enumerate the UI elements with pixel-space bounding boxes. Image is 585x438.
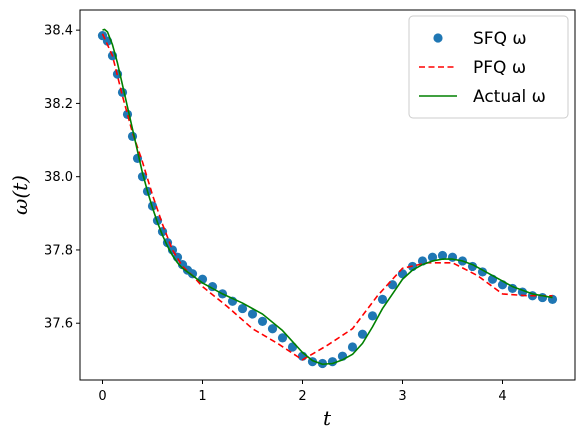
x-tick-label: 0 — [98, 389, 106, 404]
series-pfq-line — [101, 33, 553, 361]
legend: SFQ ω PFQ ω Actual ω — [408, 15, 569, 119]
legend-entry: Actual ω — [419, 87, 546, 107]
legend-marker — [433, 33, 443, 43]
plot-area — [97, 28, 558, 369]
axes-frame — [79, 9, 576, 381]
y-tick-label: 37.8 — [44, 243, 73, 258]
legend-label: SFQ ω — [473, 29, 527, 49]
sfq-point — [122, 109, 133, 120]
legend-label: Actual ω — [473, 87, 546, 107]
sfq-point — [377, 294, 388, 305]
sfq-point — [427, 252, 438, 262]
sfq-point — [367, 311, 378, 321]
x-tick-label: 3 — [398, 389, 406, 404]
sfq-point — [257, 316, 268, 326]
y-axis-label: ω(t) — [8, 175, 32, 215]
sfq-point — [247, 309, 258, 319]
x-axis-label: t — [323, 406, 332, 430]
x-tick-label: 4 — [498, 389, 506, 404]
y-tick-label: 38.0 — [44, 170, 73, 185]
sfq-point — [437, 250, 448, 261]
sfq-point — [237, 303, 248, 314]
y-tick-label: 37.6 — [44, 317, 73, 332]
legend-entry: PFQ ω — [419, 58, 526, 78]
legend-label: PFQ ω — [473, 58, 526, 78]
y-tick-label: 38.2 — [44, 97, 73, 112]
x-tick-label: 2 — [298, 389, 306, 404]
sfq-point — [277, 333, 288, 343]
sfq-point — [347, 342, 358, 352]
sfq-point — [357, 329, 368, 339]
legend-box — [408, 15, 569, 119]
x-tick-label: 1 — [198, 389, 206, 404]
sfq-point — [127, 131, 138, 141]
y-tick-label: 38.4 — [44, 24, 73, 39]
series-actual-line — [102, 28, 553, 366]
sfq-point — [117, 87, 128, 98]
axis-ticks: 0 1 2 3 4 37.6 37.8 38.0 38.2 38.4 — [44, 24, 507, 404]
sfq-point — [187, 269, 198, 279]
legend-entry: SFQ ω — [433, 29, 527, 49]
sfq-point — [267, 324, 278, 334]
